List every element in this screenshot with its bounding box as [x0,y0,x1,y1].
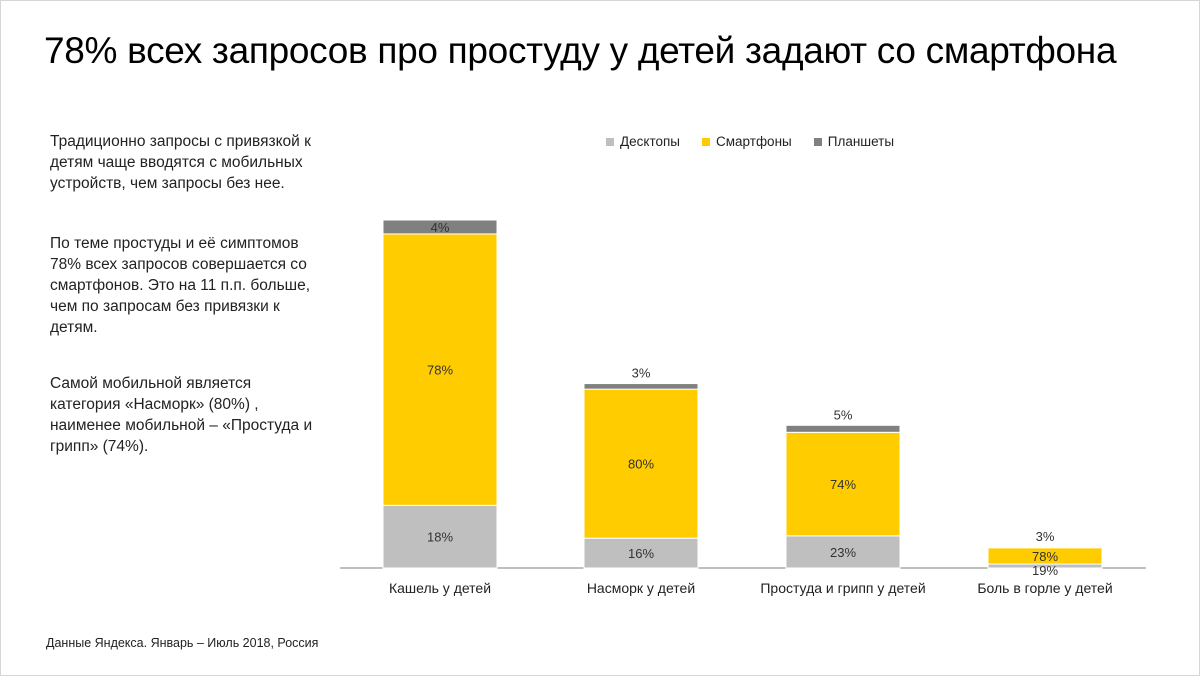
source-note: Данные Яндекса. Январь – Июль 2018, Росс… [46,636,319,650]
bar-segment-smartphone-2 [583,388,699,539]
data-label-smartphone-3: 74% [830,477,856,492]
description-paragraph-1: Традиционно запросы с привязкой к детям … [50,133,311,192]
bar-segment-desktop-3 [785,535,901,569]
bar-segment-tablet-3 [785,424,901,433]
data-label-desktop-1: 18% [427,530,453,545]
bar-segment-smartphone-3 [785,431,901,537]
category-label-1: Кашель у детей [389,580,491,596]
category-label-4: Боль в горле у детей [977,580,1112,596]
bar-segment-desktop-1 [382,504,498,569]
data-label-desktop-2: 16% [628,546,654,561]
data-label-smartphone-1: 78% [427,363,453,378]
data-label-tablet-1: 4% [431,220,450,235]
legend-item-desktop: Десктопы [606,134,680,149]
legend-item-smartphone: Смартфоны [702,134,792,149]
description-paragraph-3: Самой мобильной является категория «Насм… [50,375,313,455]
category-label-2: Насморк у детей [587,580,695,596]
legend-swatch-tablet [813,137,822,146]
bar-segment-tablet-1 [382,219,498,235]
legend-label-smartphone: Смартфоны [716,134,792,149]
data-label-tablet-2: 3% [632,366,651,381]
data-label-smartphone-4: 78% [1032,549,1058,564]
data-label-desktop-4: 19% [1032,563,1058,578]
legend-swatch-smartphone [702,137,711,146]
category-label-3: Простуда и грипп у детей [760,580,925,596]
data-label-desktop-3: 23% [830,545,856,560]
chart-legend: Десктопы Смартфоны Планшеты [606,134,916,149]
data-label-smartphone-2: 80% [628,457,654,472]
legend-item-tablet: Планшеты [813,134,895,149]
data-label-tablet-4: 3% [1036,529,1055,544]
legend-label-desktop: Десктопы [620,134,681,149]
description-paragraph-2: По теме простуды и её симптомов 78% всех… [50,235,311,336]
bar-segment-smartphone-1 [382,233,498,506]
legend-label-tablet: Планшеты [827,134,895,149]
slide-title: 78% всех запросов про простуду у детей з… [44,30,1117,71]
data-label-tablet-3: 5% [834,407,853,422]
bar-segment-tablet-2 [583,383,699,390]
legend-swatch-desktop [606,137,614,146]
bar-segment-tablet-4 [987,546,1103,549]
